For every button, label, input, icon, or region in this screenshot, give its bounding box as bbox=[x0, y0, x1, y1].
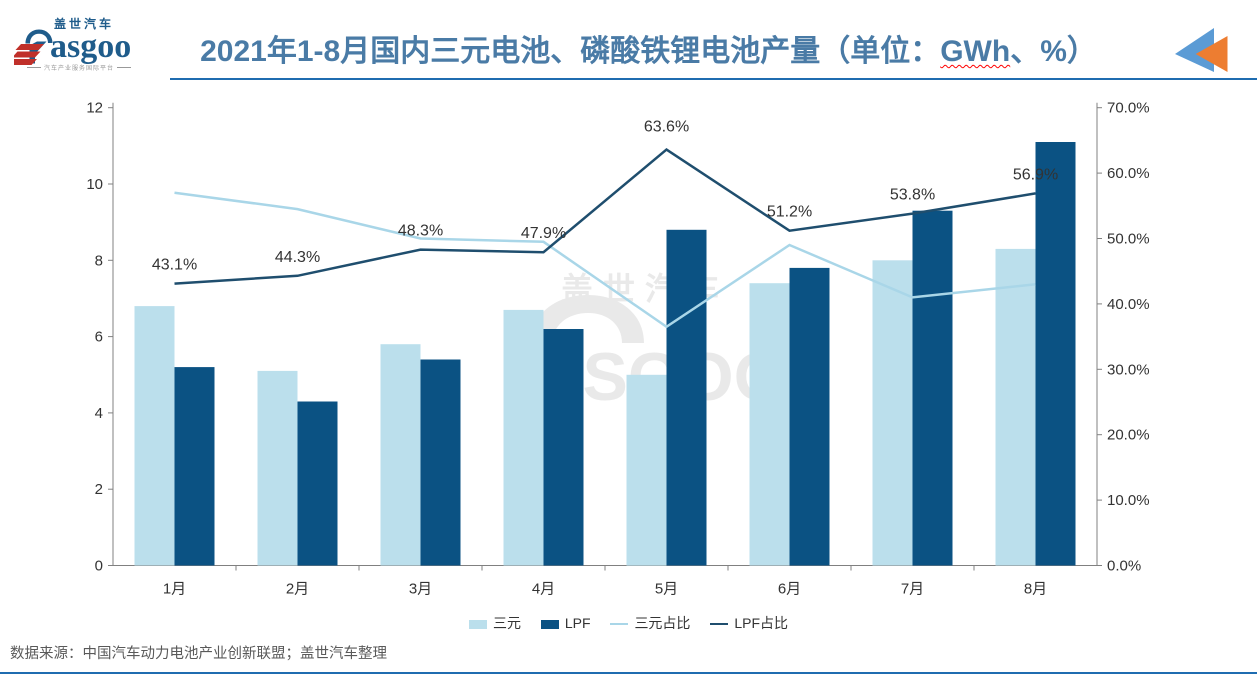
svg-text:2月: 2月 bbox=[286, 581, 309, 598]
svg-text:8: 8 bbox=[95, 252, 103, 269]
svg-text:60.0%: 60.0% bbox=[1107, 165, 1150, 182]
svg-text:43.1%: 43.1% bbox=[152, 257, 197, 274]
svg-text:50.0%: 50.0% bbox=[1107, 231, 1150, 248]
svg-text:53.8%: 53.8% bbox=[890, 187, 935, 204]
svg-text:7月: 7月 bbox=[901, 581, 924, 598]
svg-text:20.0%: 20.0% bbox=[1107, 427, 1150, 444]
svg-text:8月: 8月 bbox=[1024, 581, 1047, 598]
svg-text:30.0%: 30.0% bbox=[1107, 361, 1150, 378]
svg-text:4月: 4月 bbox=[532, 581, 555, 598]
svg-text:6: 6 bbox=[95, 329, 103, 346]
svg-text:51.2%: 51.2% bbox=[767, 204, 812, 221]
svg-text:5月: 5月 bbox=[655, 581, 678, 598]
svg-text:44.3%: 44.3% bbox=[275, 249, 320, 266]
svg-text:56.9%: 56.9% bbox=[1013, 166, 1058, 183]
svg-text:0.0%: 0.0% bbox=[1107, 558, 1141, 575]
svg-text:1月: 1月 bbox=[163, 581, 186, 598]
svg-text:2: 2 bbox=[95, 481, 103, 498]
svg-text:40.0%: 40.0% bbox=[1107, 296, 1150, 313]
svg-text:48.3%: 48.3% bbox=[398, 223, 443, 240]
svg-text:10.0%: 10.0% bbox=[1107, 492, 1150, 509]
svg-text:47.9%: 47.9% bbox=[521, 225, 566, 242]
svg-text:0: 0 bbox=[95, 558, 103, 575]
svg-text:63.6%: 63.6% bbox=[644, 119, 689, 136]
svg-text:4: 4 bbox=[95, 405, 103, 422]
svg-text:70.0%: 70.0% bbox=[1107, 100, 1150, 117]
svg-text:12: 12 bbox=[86, 100, 103, 117]
svg-text:3月: 3月 bbox=[409, 581, 432, 598]
svg-text:10: 10 bbox=[86, 176, 103, 193]
svg-text:6月: 6月 bbox=[778, 581, 801, 598]
